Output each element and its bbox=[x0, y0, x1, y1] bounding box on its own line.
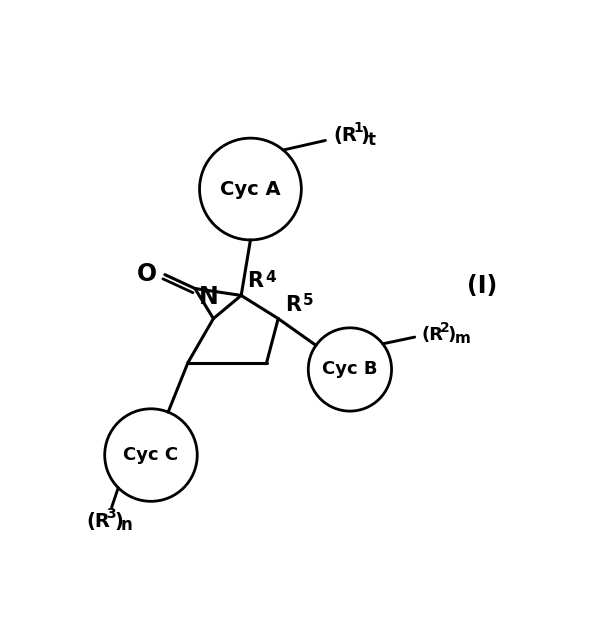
Text: Cyc C: Cyc C bbox=[124, 446, 179, 464]
Text: ): ) bbox=[114, 512, 123, 531]
Text: 2: 2 bbox=[440, 321, 450, 335]
Text: (R: (R bbox=[421, 326, 444, 344]
Text: (I): (I) bbox=[467, 274, 497, 298]
Text: 4: 4 bbox=[265, 270, 276, 285]
Text: R: R bbox=[285, 295, 301, 315]
Text: 1: 1 bbox=[353, 122, 363, 136]
Text: m: m bbox=[454, 331, 470, 346]
Text: ): ) bbox=[448, 326, 456, 344]
Text: n: n bbox=[121, 516, 133, 534]
Text: 5: 5 bbox=[303, 293, 314, 308]
Text: R: R bbox=[247, 271, 263, 291]
Text: O: O bbox=[136, 262, 156, 285]
Text: (R: (R bbox=[334, 126, 358, 145]
Text: Cyc B: Cyc B bbox=[322, 360, 378, 378]
Text: Cyc A: Cyc A bbox=[220, 180, 281, 198]
Text: N: N bbox=[199, 285, 219, 309]
Text: t: t bbox=[368, 131, 376, 150]
Text: (R: (R bbox=[86, 512, 110, 531]
Text: 3: 3 bbox=[106, 507, 116, 521]
Text: ): ) bbox=[360, 126, 369, 145]
